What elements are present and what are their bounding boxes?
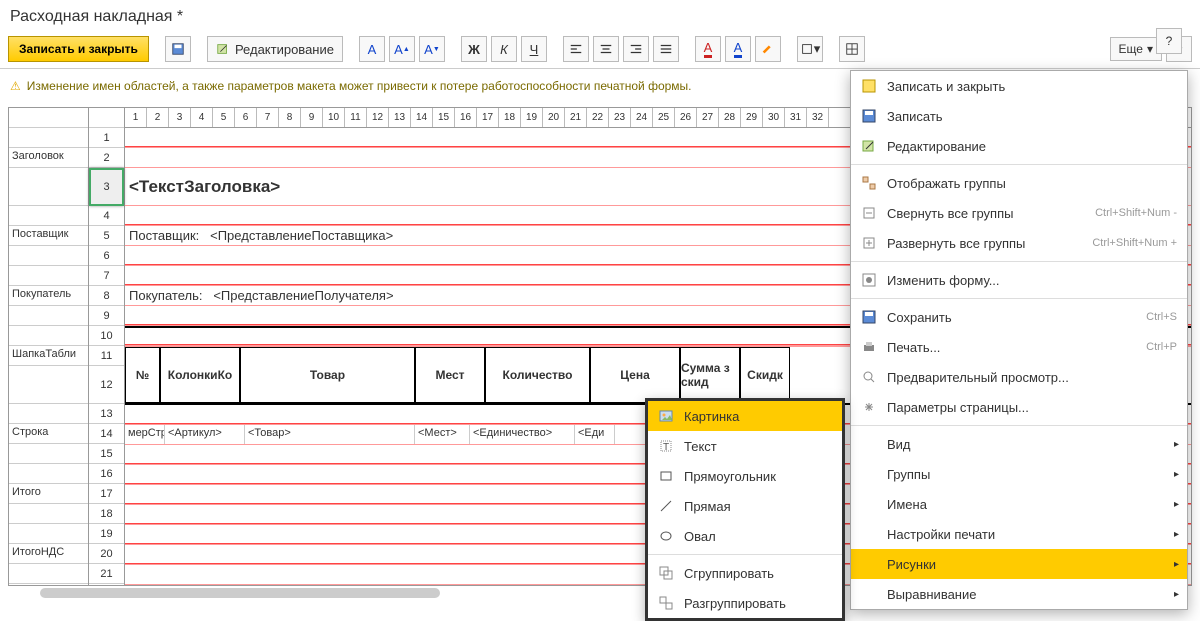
border-button[interactable]: ▾ xyxy=(797,36,823,62)
menu-item[interactable]: Печать...Ctrl+P xyxy=(851,332,1187,362)
toolbar: Записать и закрыть Редактирование A A▲ A… xyxy=(0,30,1200,69)
menu-item[interactable]: Рисунки▸ xyxy=(851,549,1187,579)
section-column: Заголовок Поставщик Покупатель ШапкаТабл… xyxy=(9,108,89,585)
submenu-item[interactable]: Прямоугольник xyxy=(648,461,842,491)
edit-label: Редактирование xyxy=(235,42,334,57)
menu-item[interactable]: Параметры страницы... xyxy=(851,392,1187,422)
rownum-column: 1 2 3 4 5 6 7 8 9 10 11 12 13 14 15 16 1… xyxy=(89,108,125,585)
warning-text: Изменение имен областей, а также парамет… xyxy=(27,79,692,93)
underline-button[interactable]: Ч xyxy=(521,36,547,62)
submenu-item[interactable]: Сгруппировать xyxy=(648,558,842,588)
menu-item[interactable]: Вид▸ xyxy=(851,429,1187,459)
menu-item[interactable]: Записать xyxy=(851,101,1187,131)
menu-item[interactable]: Свернуть все группыCtrl+Shift+Num - xyxy=(851,198,1187,228)
cells-button[interactable] xyxy=(839,36,865,62)
save-close-button[interactable]: Записать и закрыть xyxy=(8,36,149,62)
menu-item[interactable]: Выравнивание▸ xyxy=(851,579,1187,609)
svg-text:T: T xyxy=(663,442,669,453)
font-inc-button[interactable]: A▲ xyxy=(389,36,415,62)
menu-item[interactable]: Записать и закрыть xyxy=(851,71,1187,101)
align-right-button[interactable] xyxy=(623,36,649,62)
italic-button[interactable]: К xyxy=(491,36,517,62)
submenu-item[interactable]: Разгруппировать xyxy=(648,588,842,618)
align-center-button[interactable] xyxy=(593,36,619,62)
menu-item[interactable]: Настройки печати▸ xyxy=(851,519,1187,549)
more-menu[interactable]: Записать и закрытьЗаписатьРедактирование… xyxy=(850,70,1188,610)
edit-button[interactable]: Редактирование xyxy=(207,36,343,62)
menu-item[interactable]: Предварительный просмотр... xyxy=(851,362,1187,392)
menu-item[interactable]: СохранитьCtrl+S xyxy=(851,302,1187,332)
menu-item[interactable]: Редактирование xyxy=(851,131,1187,161)
textcolor-button[interactable]: A xyxy=(725,36,751,62)
page-title: Расходная накладная * xyxy=(0,0,1200,30)
menu-item[interactable]: Изменить форму... xyxy=(851,265,1187,295)
align-left-button[interactable] xyxy=(563,36,589,62)
warning-icon: ⚠ xyxy=(10,79,21,93)
menu-item[interactable]: Отображать группы xyxy=(851,168,1187,198)
help-top-button[interactable]: ? xyxy=(1156,28,1182,54)
font-button[interactable]: A xyxy=(359,36,385,62)
more-button[interactable]: Еще ▾ xyxy=(1110,37,1162,61)
save-icon-button[interactable] xyxy=(165,36,191,62)
title-template: <ТекстЗаголовка> xyxy=(125,168,280,205)
submenu-item[interactable]: Овал xyxy=(648,521,842,551)
menu-item[interactable]: Имена▸ xyxy=(851,489,1187,519)
bold-button[interactable]: Ж xyxy=(461,36,487,62)
font-dec-button[interactable]: A▼ xyxy=(419,36,445,62)
menu-item[interactable]: Группы▸ xyxy=(851,459,1187,489)
align-justify-button[interactable] xyxy=(653,36,679,62)
submenu-item[interactable]: Картинка xyxy=(648,401,842,431)
bordercolor-button[interactable] xyxy=(755,36,781,62)
submenu-item[interactable]: TТекст xyxy=(648,431,842,461)
selected-row[interactable]: 3 xyxy=(89,168,124,206)
horizontal-scrollbar[interactable] xyxy=(40,588,440,598)
submenu-item[interactable]: Прямая xyxy=(648,491,842,521)
bgcolor-button[interactable]: A xyxy=(695,36,721,62)
drawings-submenu[interactable]: КартинкаTТекстПрямоугольникПрямаяОвал Сгр… xyxy=(645,398,845,621)
menu-item[interactable]: Развернуть все группыCtrl+Shift+Num + xyxy=(851,228,1187,258)
